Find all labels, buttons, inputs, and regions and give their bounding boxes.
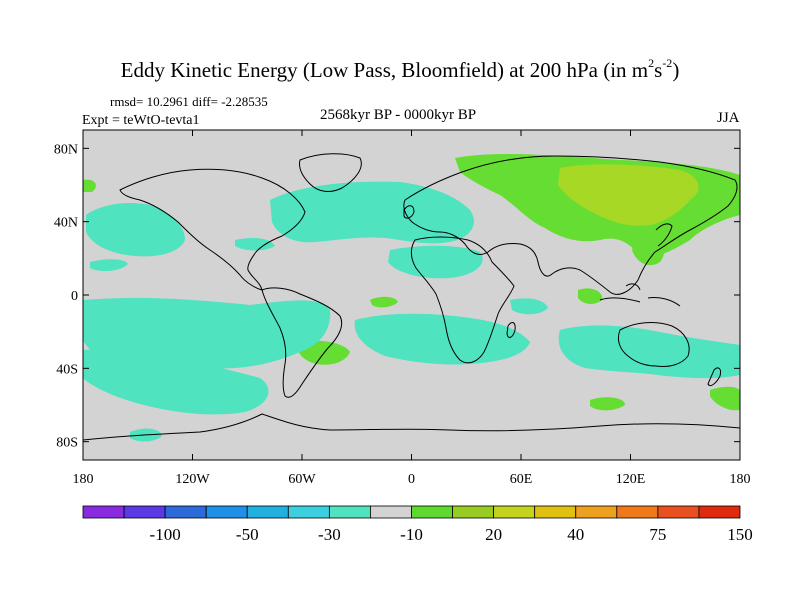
colorbar-box — [370, 505, 412, 519]
anomaly-region-cyan — [510, 298, 548, 315]
colorbar-box — [328, 505, 371, 519]
anomaly-region-cyan — [90, 259, 128, 272]
anomaly-region-cyan — [558, 325, 740, 379]
anomaly-region-cyan — [83, 349, 269, 415]
anomaly-region-cyan — [354, 313, 530, 365]
anomaly-region-green — [632, 225, 664, 266]
lon-tick-label: 180 — [73, 472, 94, 487]
colorbar-label: 40 — [567, 525, 584, 544]
colorbar-label: 150 — [727, 525, 753, 544]
lon-tick-label: 120W — [175, 472, 210, 487]
season-label: JJA — [717, 110, 740, 126]
colorbar-label: -100 — [150, 525, 181, 544]
coastlines — [83, 153, 740, 441]
colorbar-box — [287, 505, 330, 519]
map-axes: 80N 40N 0 40S 80S 180 120W 60W 0 60E 120E 180 — [54, 130, 751, 487]
colorbar-label: -10 — [400, 525, 423, 544]
plot-title: Eddy Kinetic Energy (Low Pass, Bloomfiel… — [120, 56, 680, 82]
colorbar-box — [452, 505, 495, 519]
colorbar-box — [164, 505, 207, 519]
period-label: 2568kyr BP - 0000kyr BP — [320, 107, 477, 123]
anomaly-region-green — [83, 179, 96, 192]
colorbar-box — [616, 505, 659, 519]
coastline-greenland — [299, 153, 362, 192]
colorbar-box — [205, 505, 248, 519]
colorbar-label: -50 — [236, 525, 259, 544]
anomaly-region-green — [578, 288, 603, 304]
lon-tick-label: 60W — [288, 472, 316, 487]
coastline-indonesia — [599, 283, 681, 307]
coastline-uk — [403, 205, 415, 219]
coastline-antarctica — [83, 413, 740, 441]
colorbar-box — [411, 505, 453, 519]
lat-tick-label: 40N — [54, 216, 78, 231]
lon-tick-label: 180 — [730, 472, 751, 487]
colorbar-box — [82, 505, 125, 519]
anomaly-field — [83, 154, 740, 442]
colorbar-labels: -100 -50 -30 -10 20 40 75 150 — [150, 525, 753, 544]
colorbar-boxes — [82, 505, 741, 519]
colorbar-label: -30 — [318, 525, 341, 544]
coastline-north-america — [119, 168, 306, 291]
anomaly-region-green — [590, 397, 625, 411]
anomaly-region-green — [370, 296, 398, 308]
colorbar-box — [493, 505, 536, 519]
anomaly-region-cyan — [83, 297, 331, 371]
colorbar-box — [534, 505, 577, 519]
colorbar-box — [123, 505, 166, 519]
lat-tick-label: 80N — [54, 142, 78, 157]
lat-tick-label: 80S — [56, 436, 78, 451]
lat-tick-label: 0 — [71, 289, 78, 304]
coastline-eurasia — [403, 155, 738, 295]
colorbar-label: 75 — [649, 525, 666, 544]
coastline-africa — [410, 236, 515, 364]
coastline-japan — [655, 223, 673, 247]
lat-tick-label: 40S — [56, 362, 78, 377]
coastline-madagascar — [506, 322, 516, 338]
colorbar-box — [246, 505, 289, 519]
lon-tick-label: 120E — [616, 472, 646, 487]
lon-tick-label: 0 — [408, 472, 415, 487]
experiment-label: Expt = teWtO-tevta1 — [82, 113, 200, 128]
coastline-australia — [617, 322, 690, 367]
coastline-new-zealand — [707, 367, 721, 387]
stats-line: rmsd= 10.2961 diff= -2.28535 — [110, 94, 268, 109]
colorbar-box — [657, 505, 700, 519]
colorbar-box — [698, 505, 741, 519]
anomaly-region-yellowgreen — [558, 164, 699, 226]
colorbar-label: 20 — [485, 525, 502, 544]
coastline-south-america — [261, 287, 343, 398]
anomaly-region-cyan — [86, 203, 185, 257]
lon-tick-label: 60E — [510, 472, 533, 487]
colorbar-box — [575, 505, 618, 519]
anomaly-region-green — [710, 386, 740, 411]
anomaly-region-cyan — [235, 238, 275, 251]
